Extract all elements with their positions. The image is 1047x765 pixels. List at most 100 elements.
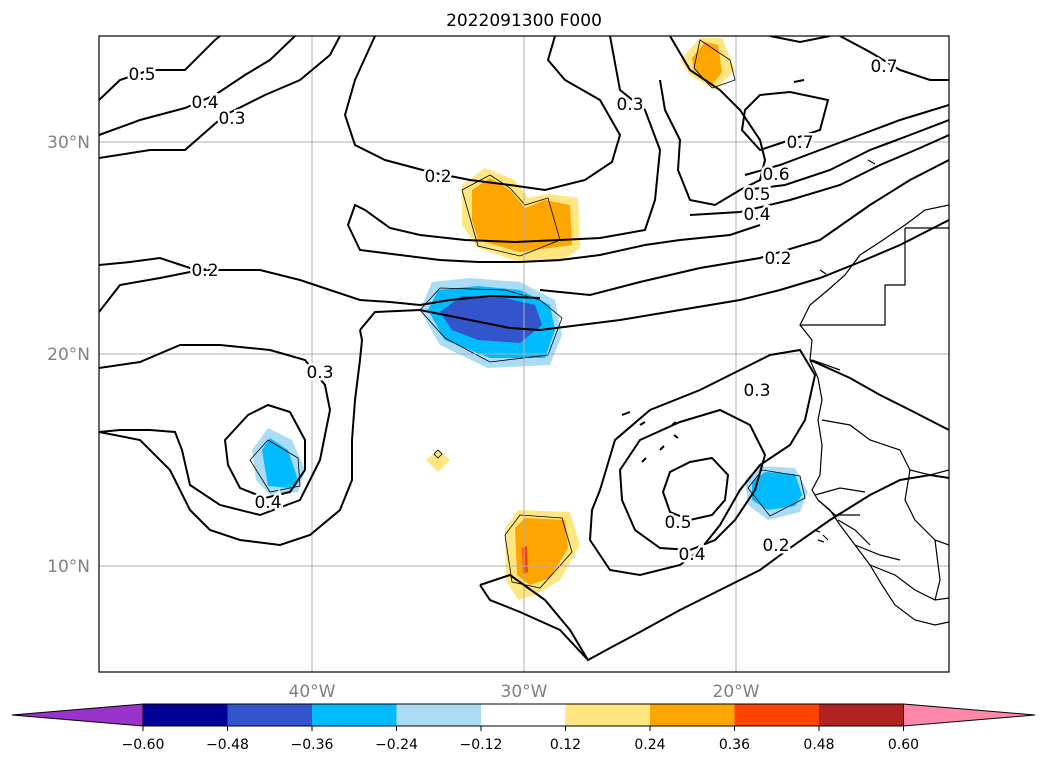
- colorbar-segment: [650, 704, 735, 726]
- contour-0.2-west: [99, 256, 260, 271]
- colorbar-tick-label: −0.48: [206, 737, 249, 753]
- thin-contour-f: [693, 39, 736, 89]
- lat-tick-label: 10°N: [47, 557, 90, 577]
- contour-label: 0.5: [664, 513, 691, 533]
- contour-label: 0.3: [306, 363, 333, 383]
- colorbar-segment: [143, 704, 228, 726]
- colorbar-segment: [734, 704, 820, 726]
- contour-0.5-nw: [99, 36, 221, 101]
- thin-contour-a: [461, 174, 561, 257]
- colorbar-tick-label: 0.36: [719, 737, 750, 753]
- colorbar-segment: [312, 704, 397, 726]
- contour-0.2-coast-e: [809, 359, 949, 431]
- contour-0.3-east: [659, 36, 767, 207]
- positive-anomaly-15n-34w: [426, 450, 450, 472]
- negative-anomaly-15n-42w-core: [262, 438, 298, 488]
- colorbar-tick-label: 0.12: [550, 737, 581, 753]
- filled-anomalies: [252, 38, 808, 600]
- contour-label: 0.4: [678, 545, 705, 565]
- positive-anomaly-27n-30w-core: [472, 178, 572, 252]
- colorbar-tick-label: 0.24: [634, 737, 665, 753]
- thin-contour-d: [504, 514, 573, 589]
- contour-0.2-south: [479, 473, 949, 662]
- contour-label: 0.6: [762, 165, 789, 185]
- contour-label: 0.5: [128, 65, 155, 85]
- contour-0.3-west: [99, 344, 332, 517]
- contour-label: 0.2: [191, 261, 218, 281]
- contour-label: 0.2: [764, 249, 791, 269]
- lat-tick-label: 20°N: [47, 345, 90, 365]
- contour-0.3-central: [359, 219, 949, 332]
- contour-0.2-mid: [343, 36, 622, 192]
- contour-label: 0.7: [786, 133, 813, 153]
- contour-0.3-southeast: [588, 348, 817, 577]
- africa-coastline: [799, 204, 949, 626]
- colorbar-tick-label: 0.48: [803, 737, 834, 753]
- contour-0.7-north: [769, 36, 949, 81]
- contour-0.4-nw: [99, 36, 296, 136]
- map-plot-area: 0.5 0.4 0.3 0.2 0.2 0.3 0.4 0.3 0.3 0.5 …: [99, 36, 949, 672]
- colorbar-extend-min: [11, 703, 144, 727]
- thin-contour-b: [419, 287, 563, 363]
- contour-0.4-west-cell: [223, 403, 306, 500]
- colorbar-segment: [819, 704, 904, 726]
- line-contours: [99, 36, 949, 662]
- colorbar-tick-label: 0.60: [888, 737, 919, 753]
- contour-0.4-southeast: [618, 408, 767, 552]
- contour-0.5: [744, 119, 949, 191]
- figure-title: 2022091300 F000: [446, 11, 602, 31]
- contour-0.6: [744, 104, 949, 176]
- contour-label: 0.4: [254, 493, 281, 513]
- border-interior: [904, 469, 949, 601]
- negative-anomaly-14n-19w-core: [752, 472, 802, 510]
- contour-labels: 0.5 0.4 0.3 0.2 0.2 0.3 0.4 0.3 0.3 0.5 …: [126, 55, 900, 568]
- positive-anomaly-10n-30w-core: [515, 518, 568, 585]
- colorbar-tick-label: −0.36: [291, 737, 334, 753]
- canary-islands: [819, 159, 876, 275]
- colorbar-tick-label: −0.24: [375, 737, 418, 753]
- colorbar-tick-label: −0.12: [460, 737, 503, 753]
- thin-contour-c: [249, 439, 301, 493]
- border-senegal: [814, 487, 901, 561]
- coastline: [799, 159, 949, 626]
- contour-0.4-west: [99, 329, 364, 547]
- contour-label: 0.2: [424, 167, 451, 187]
- lon-tick-label: 20°W: [713, 682, 760, 702]
- contour-0.5-southeast: [661, 456, 730, 522]
- contour-label: 0.3: [743, 381, 770, 401]
- map-frame: [98, 35, 950, 673]
- contour-0.4: [689, 134, 949, 216]
- contour-small-loops: [621, 79, 805, 463]
- colorbar: −0.60 −0.48 −0.36 −0.24 −0.12 0.12 0.24 0.36 0.4…: [11, 703, 1036, 753]
- contour-label: 0.3: [218, 109, 245, 129]
- contour-0.2-central: [99, 269, 541, 313]
- contour-0.2-east: [539, 159, 949, 297]
- colorbar-segment: [227, 704, 313, 726]
- contour-0.3-north: [346, 36, 761, 263]
- contour-0.2-south-b: [479, 584, 589, 661]
- contour-label: 0.4: [743, 205, 770, 225]
- border-guinea: [869, 564, 949, 601]
- contour-label: 0.7: [870, 57, 897, 77]
- lat-tick-label: 30°N: [47, 133, 90, 153]
- contour-label: 0.5: [743, 185, 770, 205]
- lon-tick-label: 40°W: [289, 682, 336, 702]
- contour-label: 0.3: [616, 95, 643, 115]
- colorbar-tick-label: −0.60: [122, 737, 165, 753]
- colorbar-segment: [481, 704, 566, 726]
- contour-label: 0.4: [191, 93, 218, 113]
- gridlines: [99, 36, 949, 672]
- axis-labels: 40°W 30°W 20°W 30°N 20°N 10°N: [47, 133, 760, 702]
- colorbar-extend-max: [903, 703, 1036, 727]
- colorbar-segment: [565, 704, 651, 726]
- thin-contour-g: [433, 449, 443, 459]
- contour-0.3-nw: [99, 36, 341, 159]
- colorbar-segment: [396, 704, 482, 726]
- negative-anomaly-22n-30w-core: [440, 296, 542, 343]
- colorbar-outline: [142, 703, 904, 727]
- contour-label: 0.2: [762, 536, 789, 556]
- border-western-sahara: [800, 227, 949, 326]
- positive-anomaly-10n-30w-peak: [522, 546, 528, 574]
- contour-0.7-cell: [740, 90, 830, 152]
